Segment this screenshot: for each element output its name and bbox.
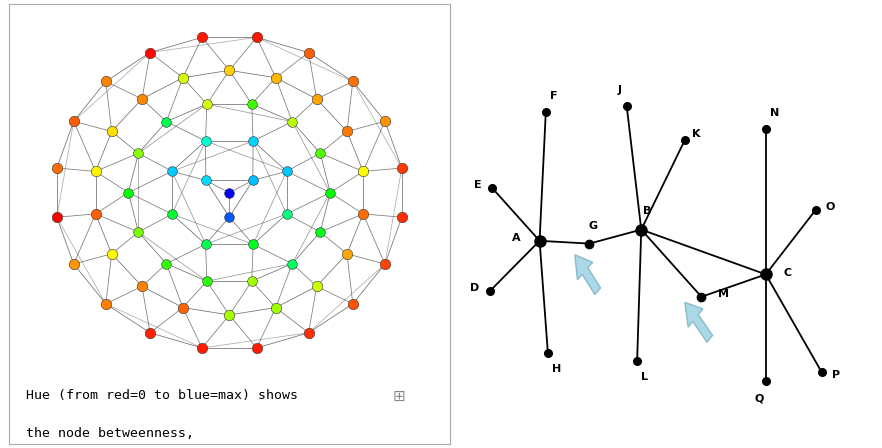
Text: J: J [617,85,622,95]
Text: G: G [588,221,597,231]
Text: M: M [718,289,729,299]
Text: F: F [550,91,557,101]
Text: D: D [470,284,480,293]
Text: C: C [783,268,791,278]
Text: Hue (from red=0 to blue=max) shows: Hue (from red=0 to blue=max) shows [26,389,298,402]
Text: O: O [826,202,835,212]
Text: L: L [641,372,648,383]
Text: A: A [512,233,521,243]
FancyArrow shape [575,255,601,294]
Text: ⊞: ⊞ [392,389,405,404]
Text: Q: Q [755,393,764,403]
Text: E: E [474,180,482,190]
Text: N: N [770,108,779,117]
Text: P: P [833,370,841,380]
Text: the node betweenness,: the node betweenness, [26,427,194,440]
FancyArrow shape [684,302,713,342]
Text: H: H [552,364,561,374]
Text: B: B [643,206,652,215]
Text: K: K [692,129,701,139]
